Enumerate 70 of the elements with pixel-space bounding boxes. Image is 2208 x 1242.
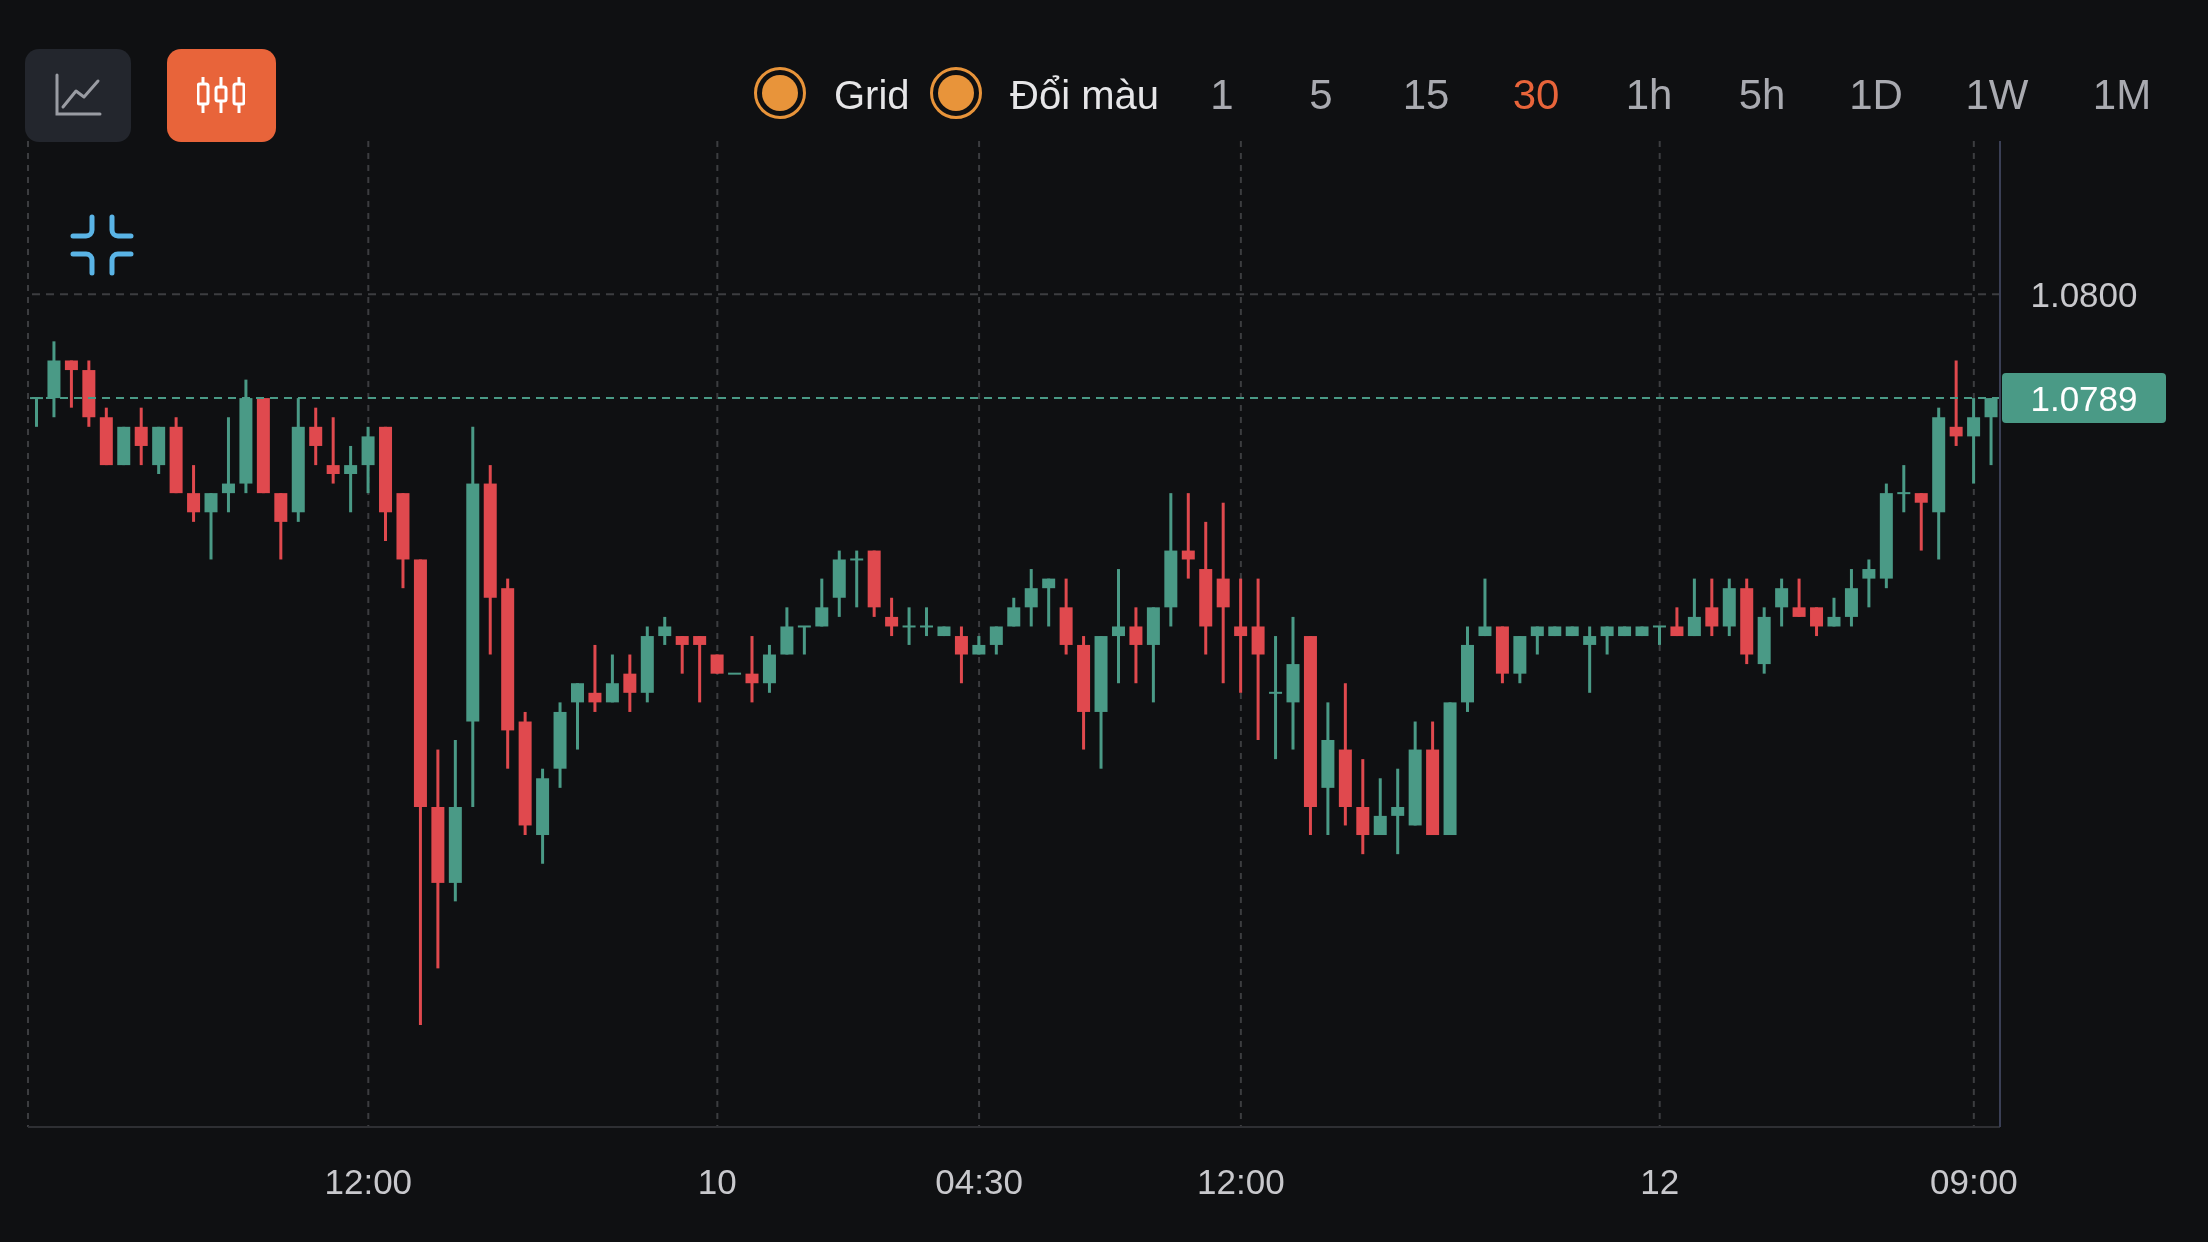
candlestick <box>1373 778 1387 836</box>
candlestick <box>1687 578 1701 638</box>
candlestick <box>1024 569 1038 627</box>
candlestick <box>658 615 672 645</box>
candlestick <box>1862 559 1876 608</box>
candlestick <box>1111 569 1125 685</box>
candlestick <box>605 654 619 703</box>
text: 1W <box>1952 70 2042 120</box>
candlestick <box>570 683 584 750</box>
candlestick <box>693 636 707 703</box>
x-tick-label: 09:00 <box>1930 1161 2018 1201</box>
candlestick <box>954 626 968 685</box>
text: 1h <box>1604 70 1694 120</box>
candlestick <box>623 654 637 712</box>
candlestick <box>902 607 916 645</box>
candlestick <box>1897 465 1911 513</box>
text: Đổi màu <box>1010 72 1159 119</box>
text: 1M <box>2077 70 2167 120</box>
x-tick-label: 10 <box>697 1161 737 1201</box>
text: Grid <box>834 72 910 119</box>
text: 1.0789 <box>2030 378 2138 418</box>
candlestick <box>204 493 218 560</box>
candlestick <box>1391 768 1405 856</box>
x-tick-label: 12:00 <box>1197 1161 1285 1201</box>
candlestick <box>1600 626 1614 655</box>
candlestick <box>675 636 689 674</box>
candlestick <box>1478 578 1492 638</box>
candlestick <box>1269 636 1283 761</box>
candlestick <box>309 407 323 467</box>
candlestick <box>588 643 602 712</box>
candlestick <box>989 626 1003 655</box>
candlestick <box>972 636 986 655</box>
x-tick-label: 12:00 <box>324 1161 413 1201</box>
x-tick-label: 12 <box>1640 1161 1680 1201</box>
candlestick <box>797 625 811 655</box>
candlestick <box>1530 626 1544 655</box>
candlestick <box>1775 578 1789 627</box>
text: 1D <box>1831 70 1921 120</box>
text: 1.0800 <box>2030 274 2138 314</box>
text: 15 <box>1381 70 1471 120</box>
text: 5h <box>1717 70 1807 120</box>
candlestick <box>1810 607 1824 638</box>
candlestick <box>1234 578 1248 693</box>
text: 1 <box>1177 70 1267 120</box>
candlestick <box>187 465 201 522</box>
x-tick-label: 04:30 <box>935 1161 1023 1201</box>
candlestick <box>745 636 759 703</box>
candlestick <box>920 607 934 638</box>
candlestick <box>1949 360 1963 446</box>
text: 30 <box>1491 70 1581 120</box>
candlestick <box>815 578 829 627</box>
candlestick <box>850 550 864 608</box>
candlestick <box>326 417 340 484</box>
candlestick <box>64 360 78 408</box>
candlestick <box>1007 596 1021 627</box>
candlestick <box>1705 578 1719 638</box>
text: 5 <box>1276 70 1366 120</box>
candlestick <box>221 417 235 513</box>
candlestick <box>1583 626 1597 693</box>
candlestick <box>1652 625 1666 645</box>
candlestick <box>134 407 148 467</box>
candlestick <box>1914 493 1928 551</box>
candlestick <box>1792 578 1806 617</box>
candlestick <box>1181 493 1195 579</box>
candlestick <box>1827 596 1841 627</box>
candlestick <box>885 596 899 638</box>
candlestick <box>344 445 358 513</box>
candlestick <box>1670 607 1684 638</box>
candlestick <box>1042 578 1056 627</box>
candlestick <box>1129 607 1143 685</box>
